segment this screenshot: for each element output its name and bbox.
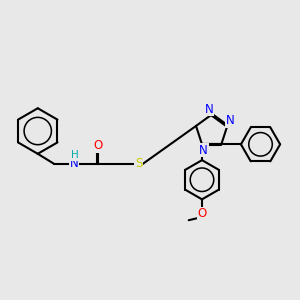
Text: N: N <box>199 143 208 157</box>
Text: N: N <box>205 103 214 116</box>
Text: H: H <box>70 150 78 161</box>
Text: O: O <box>93 139 102 152</box>
Text: N: N <box>226 114 235 127</box>
Text: N: N <box>69 158 78 170</box>
Text: S: S <box>135 158 142 170</box>
Text: O: O <box>197 207 207 220</box>
